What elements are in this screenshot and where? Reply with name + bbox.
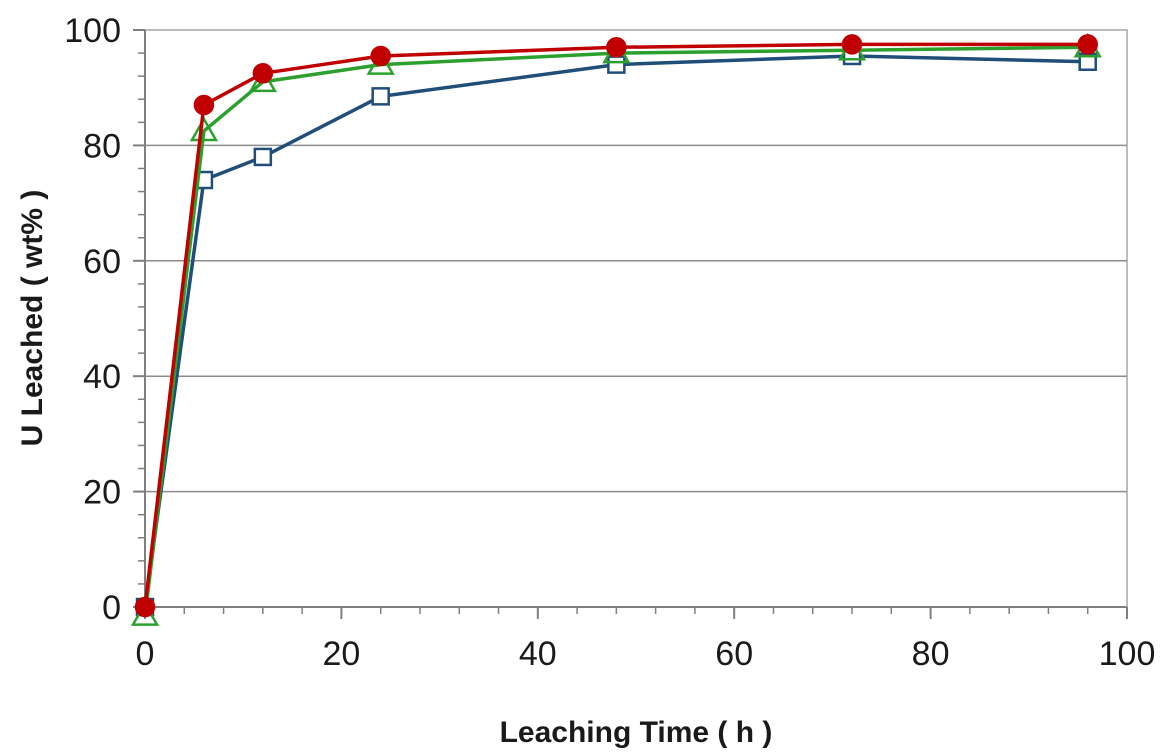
series-layer <box>130 32 1102 626</box>
y-tick-label-0: 0 <box>102 589 121 627</box>
series-3-point <box>841 34 863 55</box>
y-tick-label-100: 100 <box>64 12 121 50</box>
series-3 <box>134 34 1098 618</box>
x-tick-label-0: 0 <box>136 635 155 673</box>
tick-labels: 0 20 40 60 80 100 0 20 40 60 80 100 <box>64 12 1155 673</box>
x-tick-label-60: 60 <box>715 635 753 673</box>
series-2-point <box>189 116 219 142</box>
tick-marks <box>133 29 1128 619</box>
y-tick-label-60: 60 <box>83 243 121 281</box>
y-axis-title: U Leached ( wt% ) <box>16 190 49 447</box>
x-tick-label-100: 100 <box>1099 635 1156 673</box>
series-1-point <box>607 55 626 74</box>
series-3-point <box>370 45 391 67</box>
plot-area <box>144 29 1128 608</box>
series-1-point <box>253 147 273 167</box>
x-tick-label-40: 40 <box>519 635 557 673</box>
series-3-point <box>134 596 156 618</box>
series-3-point <box>252 63 274 84</box>
series-3-point <box>193 94 215 116</box>
series-3-point <box>1077 34 1098 55</box>
series-1-point <box>371 87 390 106</box>
gridlines <box>145 144 1127 493</box>
x-tick-label-20: 20 <box>322 635 360 673</box>
y-tick-label-40: 40 <box>83 358 121 396</box>
y-tick-label-80: 80 <box>83 127 121 165</box>
y-tick-label-20: 20 <box>83 474 121 512</box>
x-tick-label-80: 80 <box>912 635 950 673</box>
axes <box>144 30 1127 608</box>
x-axis-title: Leaching Time ( h ) <box>500 716 773 749</box>
series-3-point <box>606 37 627 58</box>
